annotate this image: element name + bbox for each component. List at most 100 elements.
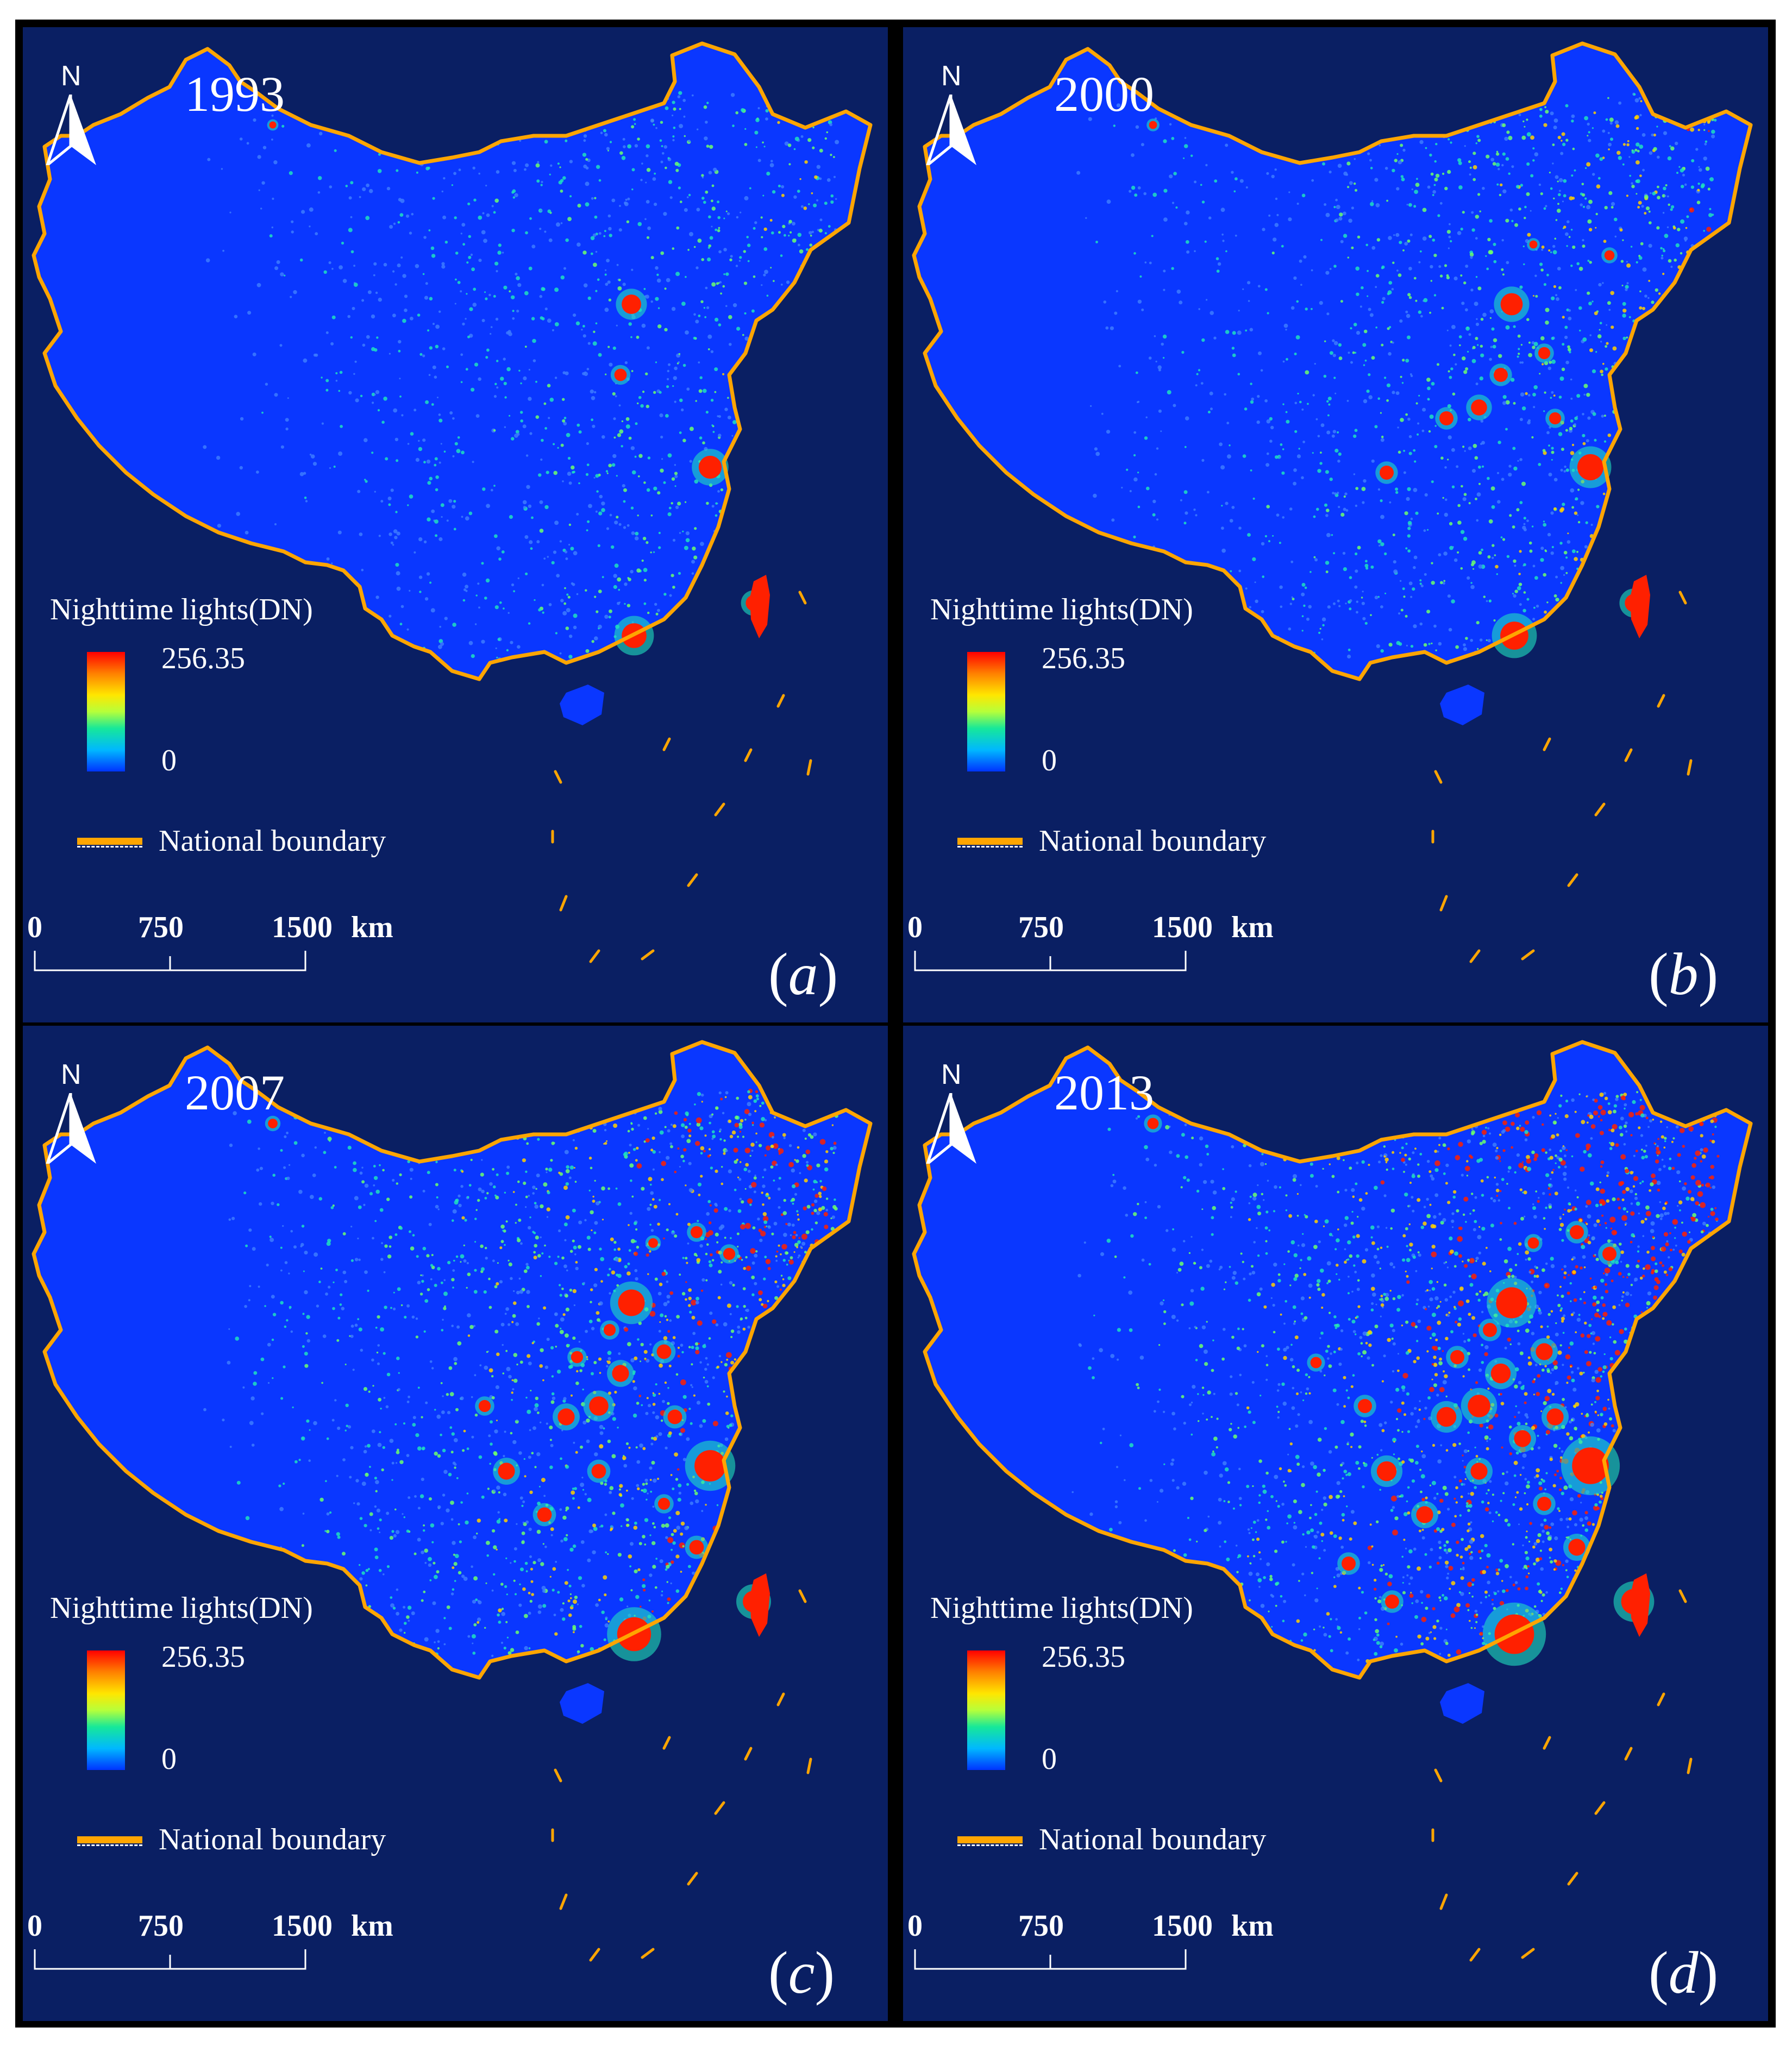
- light-speck: [539, 228, 542, 230]
- light-speck: [1353, 323, 1357, 327]
- light-speck: [555, 632, 557, 635]
- light-speck: [522, 1587, 526, 1591]
- light-speck: [360, 394, 363, 397]
- light-speck: [1573, 1298, 1577, 1302]
- light-speck: [259, 1202, 262, 1206]
- light-speck: [659, 1151, 661, 1153]
- light-speck: [1583, 205, 1585, 208]
- light-speck: [1295, 335, 1300, 340]
- light-speck: [565, 1465, 569, 1469]
- light-speck: [636, 1484, 640, 1488]
- light-speck: [606, 527, 610, 530]
- light-speck: [1467, 576, 1470, 580]
- light-speck: [1440, 581, 1443, 585]
- light-speck: [661, 145, 663, 147]
- light-speck: [465, 585, 469, 589]
- light-speck: [1680, 219, 1685, 224]
- light-speck: [336, 1474, 339, 1477]
- light-speck: [619, 151, 623, 155]
- light-speck: [1657, 196, 1661, 200]
- light-speck: [685, 1111, 689, 1116]
- light-speck: [563, 422, 567, 426]
- light-speck: [1322, 624, 1325, 627]
- light-speck: [1634, 98, 1639, 103]
- light-speck: [768, 1196, 771, 1200]
- ramp-max-label: 256.35: [1042, 642, 1125, 675]
- light-speck: [358, 1258, 361, 1262]
- light-speck: [632, 1380, 635, 1383]
- light-speck: [1534, 274, 1537, 277]
- light-speck: [1158, 409, 1162, 413]
- light-speck: [435, 488, 438, 492]
- light-speck: [429, 476, 433, 481]
- light-speck: [454, 216, 457, 219]
- light-speck: [1337, 599, 1340, 602]
- light-speck: [350, 1446, 354, 1449]
- light-speck: [1431, 480, 1434, 484]
- light-speck: [655, 1383, 657, 1386]
- light-speck: [1530, 210, 1532, 212]
- light-speck: [556, 1370, 561, 1374]
- light-speck: [435, 1204, 439, 1209]
- light-speck: [1562, 316, 1565, 319]
- light-speck: [399, 378, 401, 380]
- light-speck: [665, 1568, 668, 1571]
- light-speck: [437, 1640, 440, 1643]
- light-speck: [1622, 313, 1626, 318]
- light-speck: [298, 1459, 301, 1461]
- light-speck: [803, 1206, 807, 1210]
- light-speck: [350, 216, 353, 218]
- light-speck: [688, 140, 691, 142]
- light-speck: [1368, 307, 1371, 311]
- light-speck: [669, 196, 673, 199]
- color-ramp: [87, 652, 125, 771]
- light-speck: [1413, 205, 1417, 208]
- light-speck: [1642, 168, 1645, 172]
- light-speck: [1530, 135, 1534, 140]
- light-speck: [344, 1364, 347, 1365]
- light-speck: [539, 529, 544, 533]
- light-speck: [1336, 205, 1340, 209]
- light-speck: [1408, 435, 1412, 438]
- light-speck: [565, 371, 569, 375]
- light-speck: [549, 398, 554, 402]
- light-speck: [346, 1424, 348, 1427]
- light-speck: [1637, 206, 1640, 209]
- light-speck: [665, 166, 667, 170]
- light-speck: [728, 1119, 732, 1123]
- light-speck: [695, 400, 697, 402]
- light-speck: [1648, 210, 1651, 213]
- light-speck: [316, 1304, 319, 1308]
- light-speck: [493, 211, 496, 214]
- light-speck: [1692, 1213, 1696, 1217]
- light-speck: [785, 1251, 788, 1255]
- light-speck: [1221, 548, 1226, 553]
- light-speck: [814, 1221, 818, 1225]
- light-speck: [1502, 395, 1507, 399]
- light-speck: [518, 1451, 522, 1455]
- light-speck: [649, 1479, 652, 1481]
- light-speck: [231, 1216, 235, 1220]
- light-speck: [773, 1221, 778, 1226]
- light-speck: [596, 490, 599, 493]
- light-speck: [478, 215, 483, 220]
- light-speck: [1506, 555, 1510, 558]
- light-speck: [1348, 218, 1352, 223]
- light-speck: [1305, 307, 1308, 311]
- light-speck: [566, 1534, 568, 1536]
- light-speck: [1360, 1342, 1363, 1345]
- light-speck: [1232, 331, 1236, 335]
- light-speck: [450, 1518, 454, 1521]
- light-speck: [540, 1204, 544, 1209]
- light-speck: [691, 1346, 694, 1350]
- light-speck: [1592, 127, 1594, 129]
- light-speck: [638, 396, 642, 399]
- light-speck: [573, 313, 577, 317]
- light-speck: [540, 1421, 542, 1423]
- light-speck: [361, 1482, 366, 1486]
- light-speck: [515, 1203, 517, 1206]
- light-speck: [396, 169, 399, 172]
- light-speck: [1333, 492, 1337, 495]
- light-speck: [1260, 369, 1263, 372]
- light-speck: [409, 1168, 413, 1172]
